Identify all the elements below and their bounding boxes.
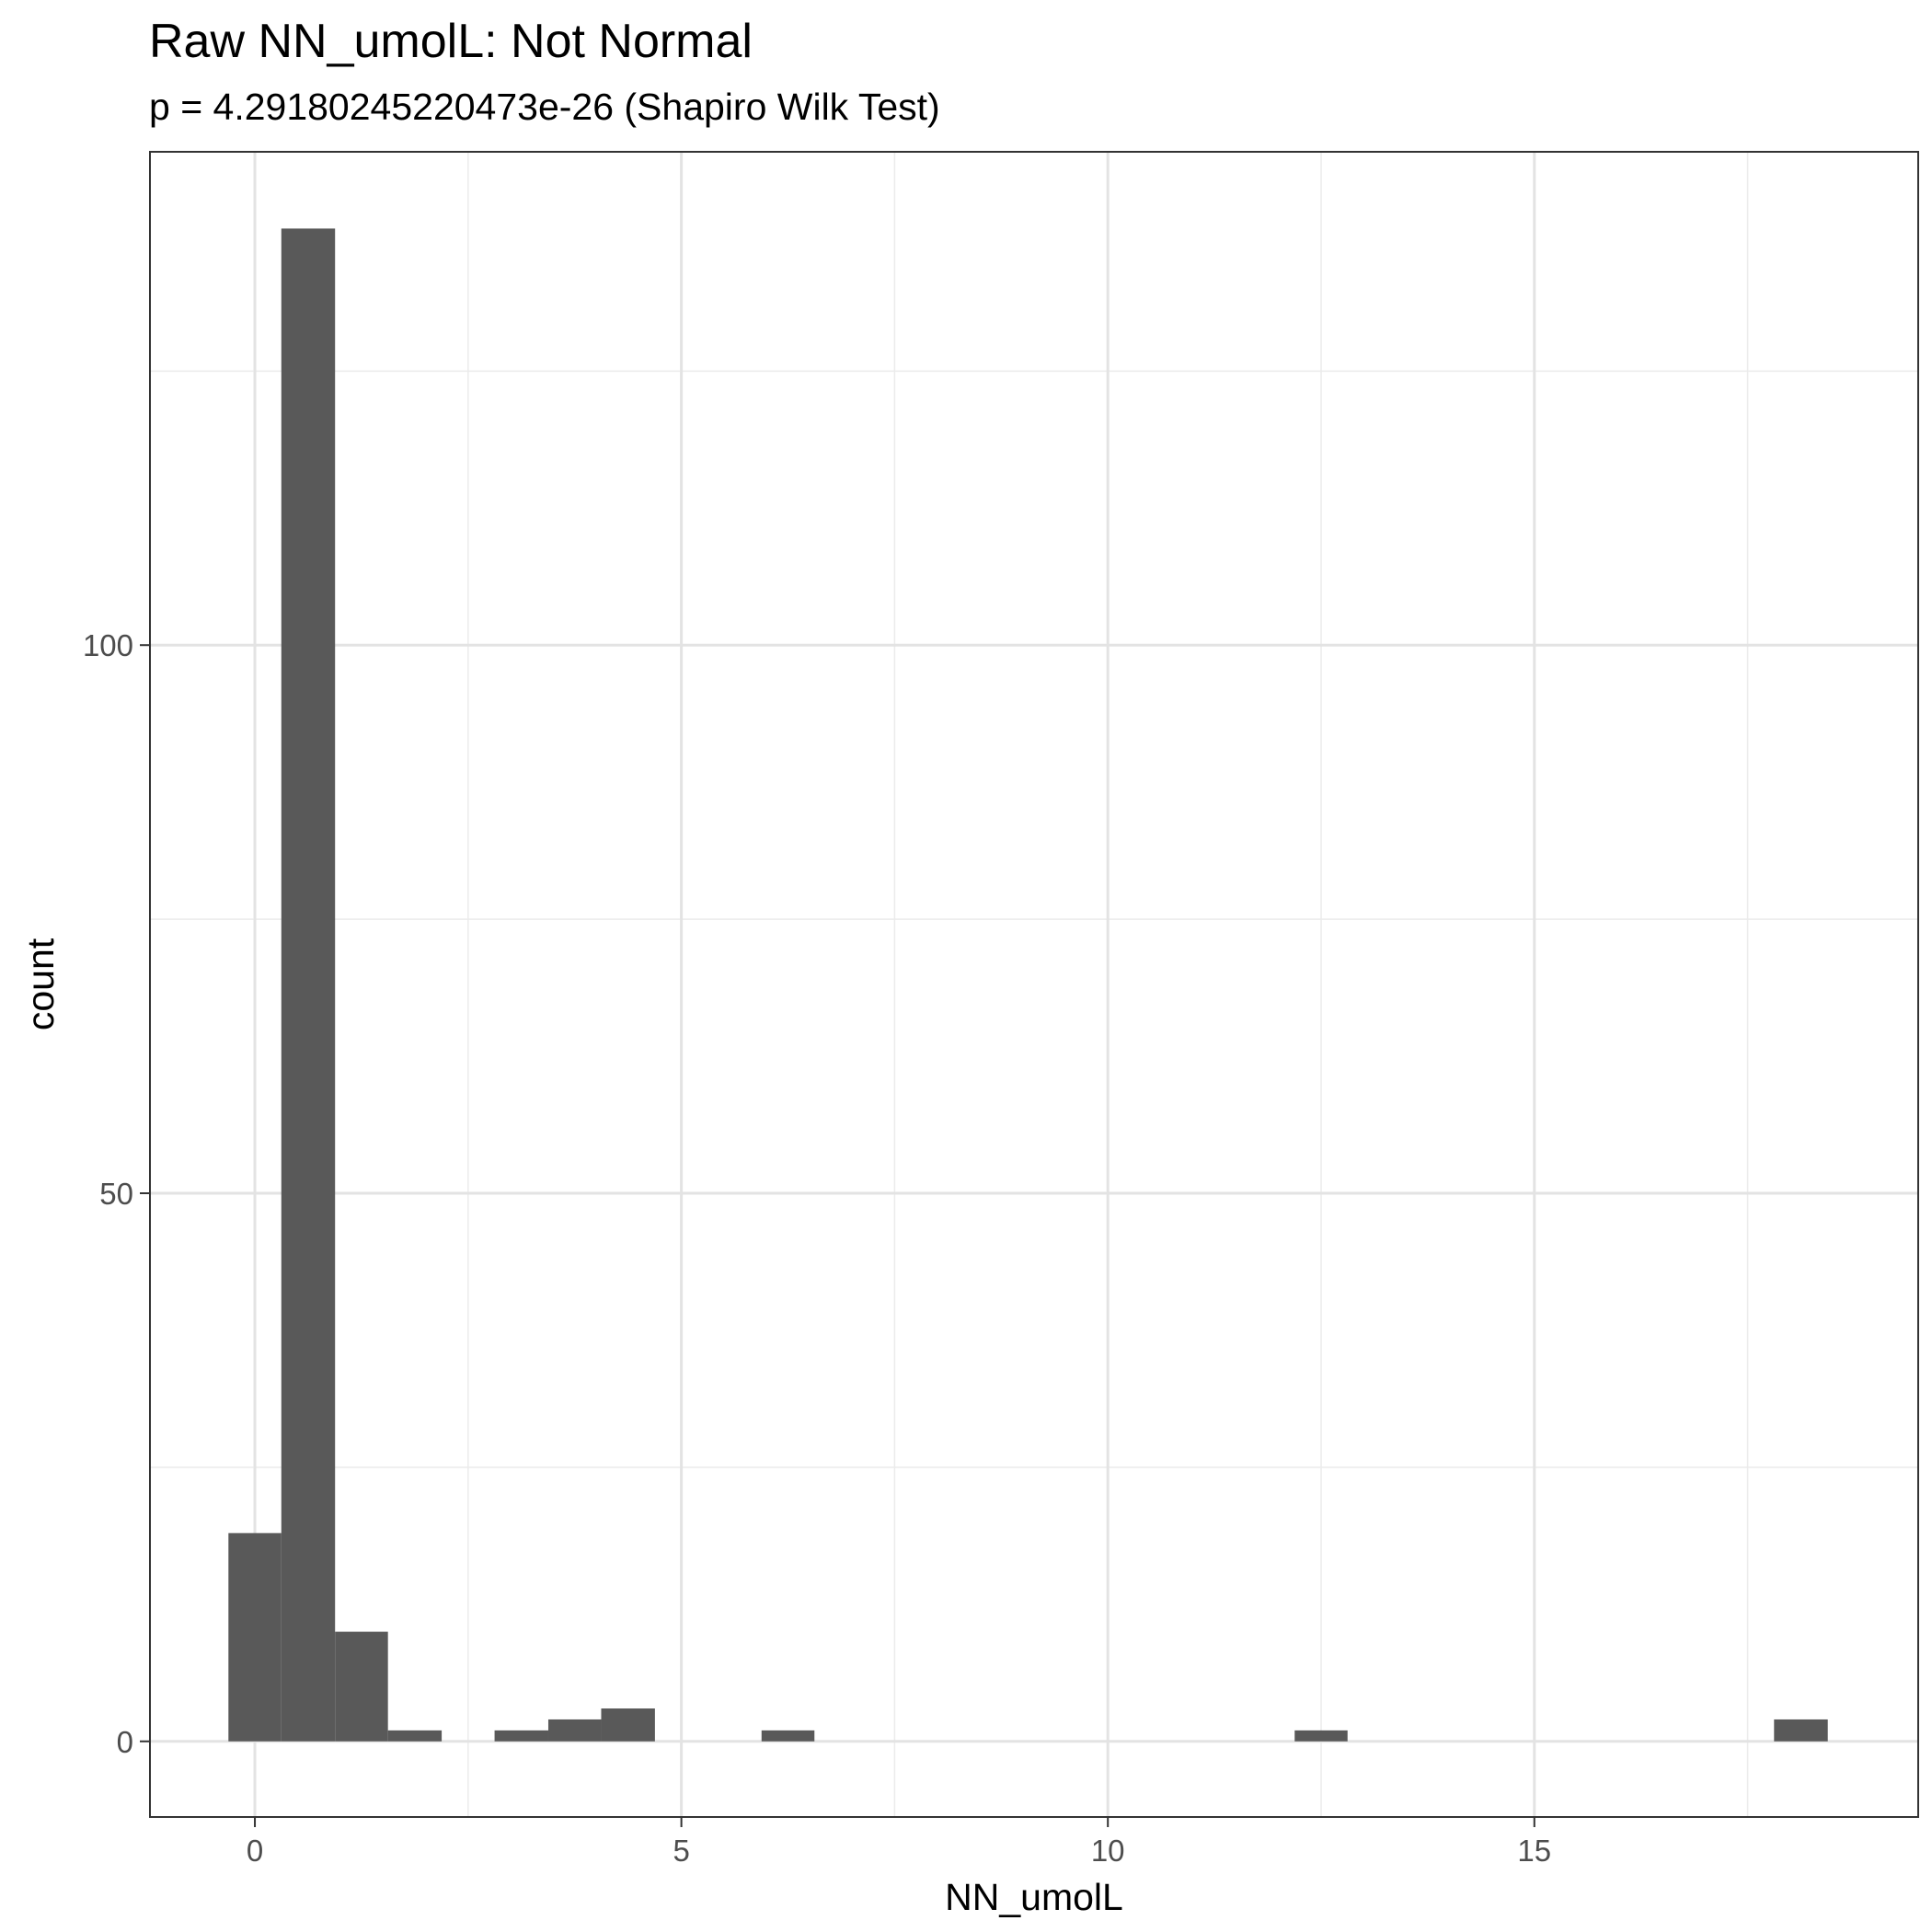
major-gridlines bbox=[150, 152, 1918, 1817]
y-tick-label: 50 bbox=[99, 1177, 133, 1211]
histogram-bar bbox=[335, 1631, 388, 1742]
histogram-bars bbox=[228, 228, 1828, 1742]
x-axis-title: NN_umolL bbox=[945, 1876, 1123, 1918]
x-axis-ticks: 0 5 10 15 bbox=[247, 1817, 1551, 1868]
chart-subtitle: p = 4.29180245220473e-26 (Shapiro Wilk T… bbox=[149, 86, 940, 128]
x-tick-label: 15 bbox=[1517, 1834, 1551, 1868]
plot-background bbox=[150, 152, 1918, 1817]
histogram-bar bbox=[281, 228, 336, 1742]
histogram-bar bbox=[1294, 1730, 1348, 1742]
histogram-bar bbox=[1774, 1719, 1828, 1742]
x-tick-label: 5 bbox=[673, 1834, 689, 1868]
histogram-bar bbox=[761, 1730, 815, 1742]
minor-gridlines bbox=[150, 152, 1918, 1817]
chart-title: Raw NN_umolL: Not Normal bbox=[149, 15, 753, 68]
histogram-bar bbox=[387, 1730, 443, 1742]
histogram-bar bbox=[601, 1708, 655, 1742]
y-tick-label: 100 bbox=[83, 628, 133, 662]
histogram-bar bbox=[494, 1730, 548, 1742]
y-axis-title: count bbox=[19, 937, 62, 1030]
x-tick-label: 0 bbox=[247, 1834, 263, 1868]
histogram-bar bbox=[547, 1719, 602, 1742]
y-axis-ticks: 0 50 100 bbox=[83, 628, 150, 1759]
plot-border bbox=[149, 151, 1919, 1818]
histogram-bar bbox=[228, 1533, 282, 1742]
x-tick-label: 10 bbox=[1091, 1834, 1125, 1868]
y-tick-label: 0 bbox=[117, 1725, 133, 1759]
